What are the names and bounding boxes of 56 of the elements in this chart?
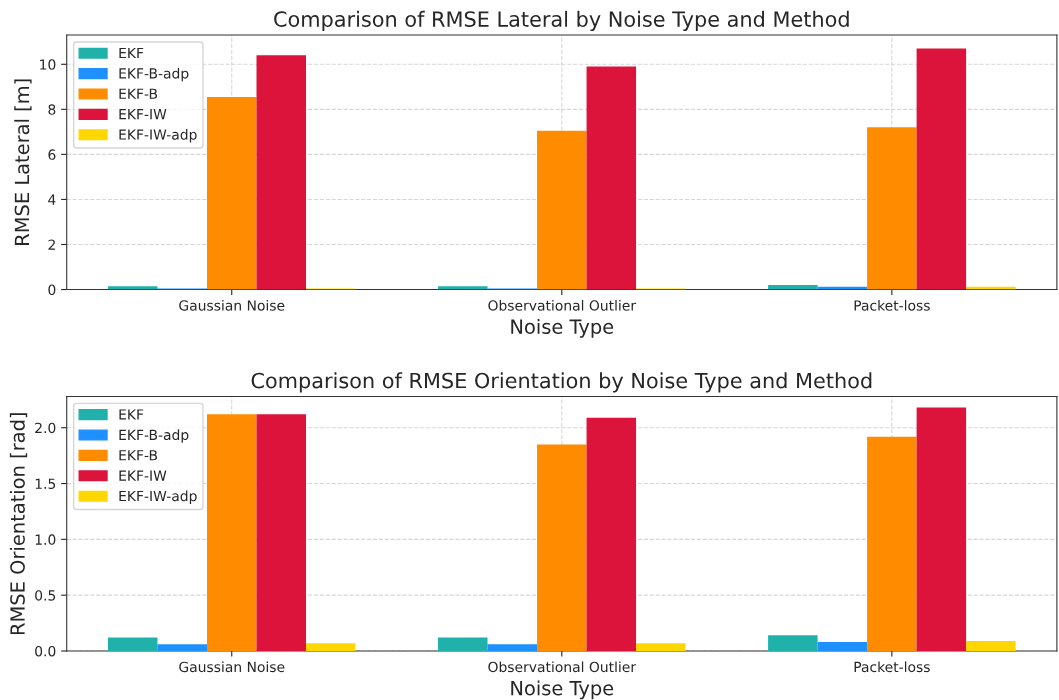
- bar: [438, 637, 488, 651]
- bar: [206, 414, 257, 651]
- bar: [916, 48, 967, 290]
- y-axis-title: RMSE Orientation [rad]: [9, 413, 28, 635]
- legend-label: EKF-B: [119, 450, 158, 461]
- x-tick-label: Packet-loss: [854, 661, 930, 673]
- chart-title: Comparison of RMSE Orientation by Noise Type and Method: [251, 372, 872, 393]
- y-tick-label: 2: [48, 239, 55, 250]
- bar: [438, 286, 488, 290]
- bar: [916, 407, 967, 651]
- bar: [206, 96, 257, 290]
- x-tick-label: Observational Outlier: [488, 661, 637, 673]
- bar: [867, 127, 917, 290]
- bar: [586, 66, 637, 290]
- y-axis-title: RMSE Lateral [m]: [14, 79, 32, 245]
- bar: [107, 637, 158, 651]
- bar: [867, 436, 917, 651]
- legend-label: EKF: [119, 409, 144, 420]
- x-axis-title: Noise Type: [511, 680, 614, 700]
- x-axis-title: Noise Type: [511, 318, 614, 338]
- y-tick-label: 0.0: [35, 645, 56, 657]
- legend-label: EKF-IW-adp: [119, 490, 197, 504]
- bar: [537, 444, 587, 651]
- x-tick-label: Packet-loss: [854, 299, 930, 311]
- y-tick-label: 1.0: [35, 534, 56, 545]
- bar: [586, 417, 637, 651]
- y-tick-label: 0.5: [35, 590, 56, 601]
- bar: [157, 644, 207, 651]
- bar: [537, 130, 587, 290]
- y-tick-label: 0: [48, 284, 56, 296]
- legend-label: EKF-B-adp: [119, 67, 189, 82]
- chart-title: Comparison of RMSE Lateral by Noise Type and Method: [274, 10, 849, 31]
- bar: [256, 55, 307, 290]
- bar: [636, 643, 686, 651]
- x-tick-label: Observational Outlier: [488, 299, 637, 311]
- y-tick-label: 4: [48, 194, 56, 205]
- bar: [966, 640, 1016, 651]
- bar: [306, 643, 356, 651]
- y-tick-label: 10: [40, 59, 56, 70]
- legend-label: EKF-B: [119, 88, 158, 99]
- legend-label: EKF-IW: [119, 109, 167, 120]
- x-tick-label: Gaussian Noise: [179, 299, 285, 311]
- y-tick-label: 6: [48, 149, 56, 160]
- legend-label: EKF: [119, 47, 144, 59]
- x-tick-label: Gaussian Noise: [179, 661, 285, 673]
- bar: [256, 414, 307, 651]
- y-tick-label: 8: [48, 104, 56, 115]
- y-tick-label: 2.0: [35, 422, 56, 434]
- legend-label: EKF-IW-adp: [119, 129, 197, 143]
- bar: [768, 635, 818, 651]
- y-tick-label: 1.5: [35, 478, 56, 490]
- bar: [768, 285, 818, 290]
- legend-label: EKF-IW: [119, 470, 167, 481]
- bar: [817, 642, 868, 651]
- bar: [487, 644, 538, 651]
- legend-label: EKF-B-adp: [119, 429, 189, 443]
